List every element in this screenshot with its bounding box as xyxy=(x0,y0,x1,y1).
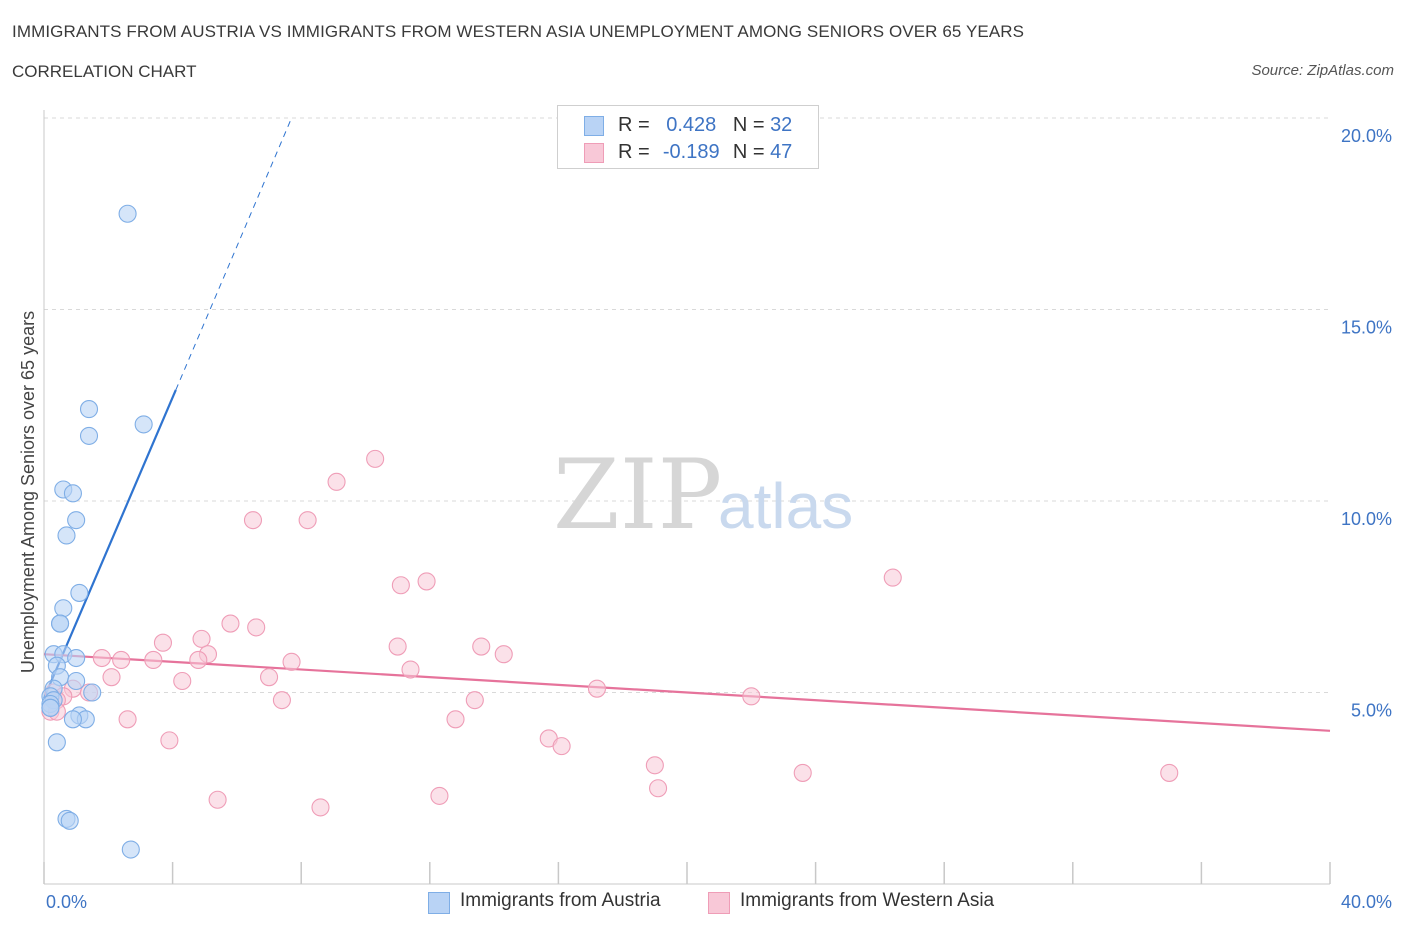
data-point-western-asia xyxy=(327,472,346,491)
legend-swatch-western-asia xyxy=(584,143,604,163)
bottom-legend-swatch-western-asia xyxy=(708,892,730,914)
data-point-western-asia xyxy=(243,511,263,530)
data-point-western-asia xyxy=(388,637,407,656)
data-point-western-asia xyxy=(102,668,121,687)
data-point-western-asia xyxy=(649,779,668,798)
data-point-western-asia xyxy=(247,618,266,637)
data-point-austria xyxy=(57,526,76,545)
data-point-western-asia xyxy=(298,511,317,530)
data-point-western-asia xyxy=(472,637,491,656)
chart-title: IMMIGRANTS FROM AUSTRIA VS IMMIGRANTS FR… xyxy=(12,22,1025,41)
data-point-western-asia xyxy=(465,691,484,710)
data-point-western-asia xyxy=(446,710,465,729)
data-point-austria xyxy=(83,683,102,702)
legend-austria-r-label: R = xyxy=(618,114,650,136)
grid-layer xyxy=(44,117,1330,693)
legend-austria-n-value: 32 xyxy=(770,114,793,136)
data-point-western-asia xyxy=(189,650,208,669)
legend-swatch-austria xyxy=(584,116,604,136)
data-point-western-asia xyxy=(118,710,137,729)
data-point-austria xyxy=(134,415,153,434)
data-point-austria xyxy=(67,671,86,691)
legend-austria-r-value: 0.428 xyxy=(666,114,717,136)
data-point-western-asia xyxy=(417,572,436,591)
data-point-austria xyxy=(41,698,60,717)
data-point-western-asia xyxy=(153,633,173,652)
data-point-austria xyxy=(118,204,137,223)
data-point-western-asia xyxy=(272,691,291,710)
data-point-austria xyxy=(70,583,89,602)
data-point-western-asia xyxy=(391,576,410,595)
y-tick-label: 10.0% xyxy=(1341,509,1392,529)
correlation-legend: R = 0.428 N = 32 R = -0.189 N = 47 xyxy=(557,105,819,169)
source-label: Source: ZipAtlas.com xyxy=(1251,62,1394,79)
data-point-western-asia xyxy=(883,568,902,587)
data-point-western-asia xyxy=(282,652,301,671)
trend-line-western-asia xyxy=(43,653,1331,732)
data-point-austria xyxy=(67,511,86,530)
data-point-austria xyxy=(67,648,86,668)
data-point-western-asia xyxy=(259,668,279,687)
data-point-western-asia xyxy=(552,737,571,756)
trend-line-austria-extension xyxy=(175,117,293,391)
data-point-western-asia xyxy=(112,650,131,669)
data-point-western-asia xyxy=(401,660,420,679)
bottom-legend-swatch-austria xyxy=(428,892,450,914)
data-point-western-asia xyxy=(494,645,513,664)
legend-austria-n-label: N = xyxy=(732,114,765,136)
data-point-western-asia xyxy=(160,731,179,750)
data-point-austria xyxy=(60,811,79,830)
data-point-western-asia xyxy=(1160,763,1179,782)
data-point-western-asia xyxy=(587,679,607,698)
watermark-atlas: atlas xyxy=(718,470,853,542)
x-tick-label: 0.0% xyxy=(46,892,87,912)
data-point-western-asia xyxy=(793,763,812,782)
bottom-legend-label-western-asia: Immigrants from Western Asia xyxy=(740,890,995,911)
data-point-western-asia xyxy=(311,798,330,817)
y-tick-label: 20.0% xyxy=(1341,126,1392,146)
data-point-austria xyxy=(121,840,140,859)
y-axis-label: Unemployment Among Seniors over 65 years xyxy=(18,311,38,673)
data-point-austria xyxy=(51,614,70,633)
points-layer xyxy=(41,204,1179,859)
data-point-austria xyxy=(63,710,82,729)
data-point-western-asia xyxy=(645,756,664,775)
legend-western-asia-r-label: R = xyxy=(618,141,650,163)
data-point-western-asia xyxy=(430,786,449,805)
tick-label-layer: 5.0% 10.0% 15.0% 20.0% 0.0% 40.0% xyxy=(46,126,1392,912)
data-point-austria xyxy=(63,484,82,503)
data-point-western-asia xyxy=(92,648,111,668)
legend-western-asia-n-value: 47 xyxy=(770,141,793,163)
data-point-austria xyxy=(47,733,66,752)
legend-western-asia-n-label: N = xyxy=(732,141,765,163)
axis-layer xyxy=(43,110,1331,885)
data-point-western-asia xyxy=(221,614,240,633)
data-point-western-asia xyxy=(144,650,163,669)
data-point-western-asia xyxy=(173,671,192,691)
x-tick-label: 40.0% xyxy=(1341,892,1392,912)
legend-western-asia-r-value: -0.189 xyxy=(662,141,720,163)
data-point-austria xyxy=(54,599,73,618)
y-tick-label: 5.0% xyxy=(1351,701,1392,721)
data-point-western-asia xyxy=(366,449,385,468)
trend-layer xyxy=(42,117,1331,732)
bottom-legend-label-austria: Immigrants from Austria xyxy=(460,890,661,911)
data-point-austria xyxy=(79,426,99,445)
y-tick-label: 15.0% xyxy=(1341,318,1392,338)
data-point-western-asia xyxy=(192,629,211,648)
chart-subtitle: CORRELATION CHART xyxy=(12,62,197,81)
watermark-zip: ZIP xyxy=(553,439,722,551)
data-point-austria xyxy=(79,400,99,419)
data-point-western-asia xyxy=(208,790,227,809)
data-point-western-asia xyxy=(742,687,761,706)
